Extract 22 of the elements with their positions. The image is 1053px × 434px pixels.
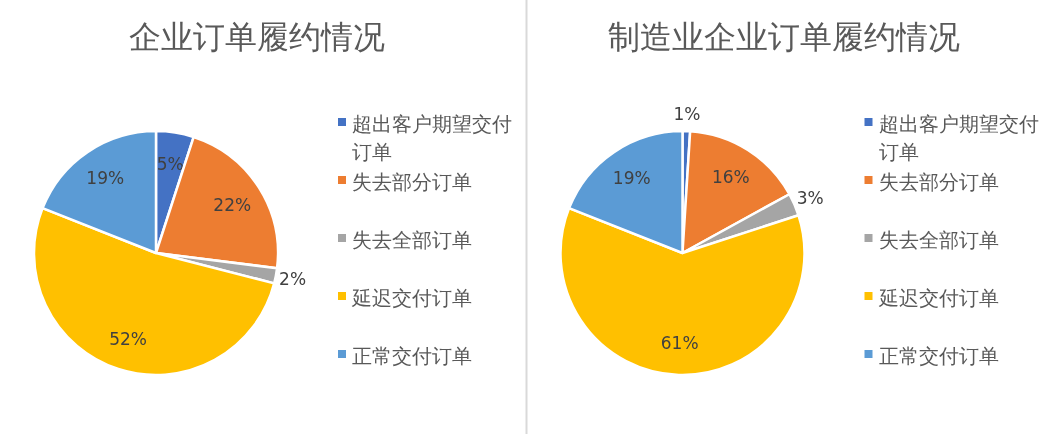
legend-label: 正常交付订单 xyxy=(352,344,472,368)
legend-label: 延迟交付订单 xyxy=(351,286,472,310)
data-label: 19% xyxy=(612,168,651,189)
data-label: 1% xyxy=(673,103,701,124)
data-label: 16% xyxy=(711,166,750,187)
legend-label: 失去部分订单 xyxy=(878,170,999,194)
data-label: 52% xyxy=(109,328,147,349)
legend-label: 延迟交付订单 xyxy=(877,286,999,310)
legend-label: 失去全部订单 xyxy=(352,228,472,252)
legend-label: 超出客户期望交付订单 xyxy=(352,112,512,164)
chart-title: 制造业企业订单履约情况 xyxy=(607,18,960,56)
legend-label: 失去全部订单 xyxy=(878,228,999,252)
legend-label: 失去部分订单 xyxy=(352,170,472,194)
data-label: 5% xyxy=(156,153,184,174)
data-label: 61% xyxy=(660,333,699,354)
legend-label: 正常交付订单 xyxy=(878,344,999,368)
data-label: 19% xyxy=(86,168,125,189)
chart-title: 企业订单履约情况 xyxy=(129,18,386,56)
data-label: 2% xyxy=(279,269,307,290)
data-label: 22% xyxy=(213,194,252,215)
legend-label: 超出客户期望交付订单 xyxy=(878,112,1039,164)
data-label: 3% xyxy=(796,187,824,208)
